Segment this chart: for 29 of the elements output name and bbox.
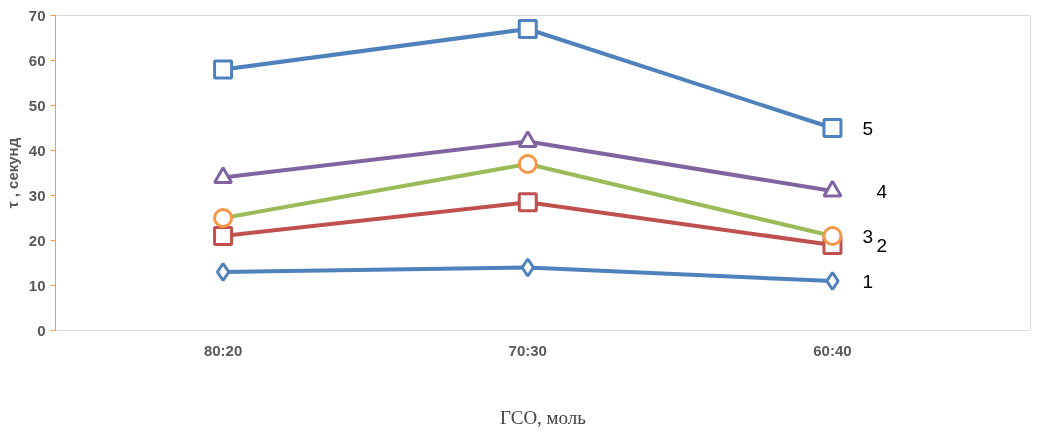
y-tick-label: 50 <box>28 96 46 114</box>
y-tick-label: 60 <box>28 51 46 69</box>
series-label: 3 <box>862 225 874 247</box>
point <box>822 118 843 138</box>
x-tick-label: 70:30 <box>508 341 547 359</box>
y-tick-label: 70 <box>28 6 46 24</box>
y-tick-label: 20 <box>28 231 46 249</box>
x-tick-label: 60:40 <box>813 341 852 359</box>
point <box>517 19 538 39</box>
point <box>213 226 234 246</box>
y-tick-label: 40 <box>28 141 46 159</box>
point <box>517 192 538 213</box>
point <box>213 208 234 228</box>
y-tick-label: 10 <box>28 276 46 294</box>
series-label: 4 <box>876 180 888 202</box>
series-label: 2 <box>876 234 888 256</box>
y-axis-title: τ , секунд <box>3 137 21 209</box>
point <box>517 154 538 174</box>
point <box>825 271 840 291</box>
point <box>520 257 535 278</box>
x-axis-title: ГСО, моль <box>499 406 587 428</box>
x-tick-label: 80:20 <box>203 341 243 359</box>
series-label: 5 <box>862 117 874 139</box>
point <box>213 59 234 80</box>
y-tick-label: 0 <box>37 321 46 339</box>
point <box>822 226 843 246</box>
point <box>215 262 231 282</box>
y-tick-label: 30 <box>28 186 46 204</box>
series-label: 1 <box>862 270 874 292</box>
